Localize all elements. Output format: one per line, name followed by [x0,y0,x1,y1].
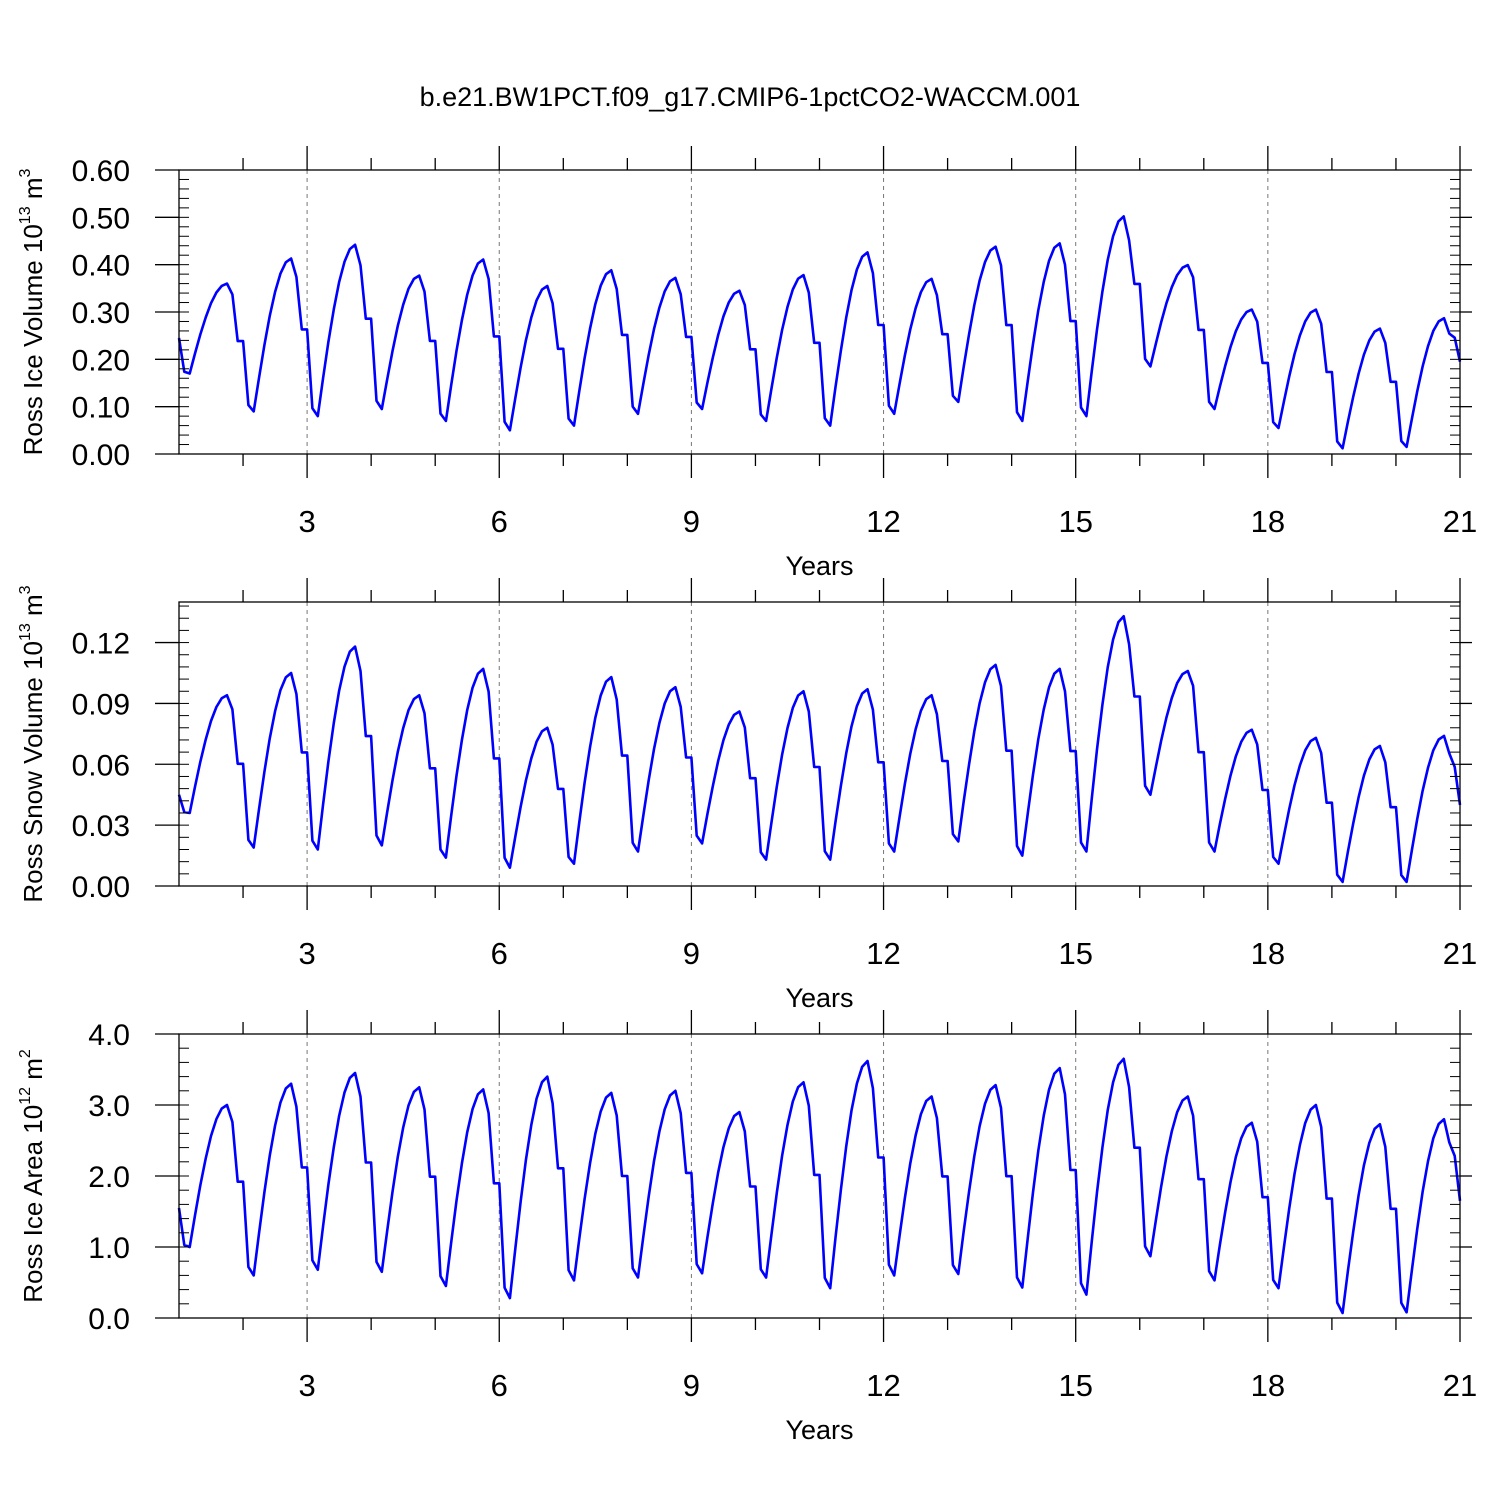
y-axis-label: Ross Snow Volume 1013 m3 [17,585,48,902]
series-line [177,1057,1462,1315]
x-axis-label: Years [785,551,853,581]
chart-panel-2: 0.00 0.03 0.06 0.09 0.12 3 6 9 12 15 18 21 Years Ross… [17,578,1477,1013]
x-tick-label: 9 [683,936,700,971]
y-tick-label: 4.0 [88,1019,130,1052]
y-tick-label: 0.09 [72,688,130,721]
y-tick-label: 0.20 [72,344,130,377]
y-tick-label: 3.0 [88,1090,130,1123]
x-tick-label: 6 [491,504,508,539]
x-tick-label: 18 [1251,1368,1285,1403]
x-tick-label: 15 [1058,504,1092,539]
y-tick-label: 0.60 [72,155,130,188]
y-tick-label: 0.12 [72,628,130,661]
y-tick-label: 0.0 [88,1303,130,1336]
x-axis-label: Years [785,983,853,1013]
y-tick-label: 0.06 [72,749,130,782]
y-tick-label: 0.03 [72,810,130,843]
x-tick-label: 12 [866,504,900,539]
x-tick-label: 9 [683,1368,700,1403]
panels-group: 0.00 0.10 0.20 0.30 0.40 0.50 0.60 3 6 9 12 15 18 21 Y… [17,146,1477,1445]
series-line [177,614,1462,884]
y-tick-label: 0.00 [72,871,130,904]
x-tick-label: 15 [1058,1368,1092,1403]
y-axis-label: Ross Ice Volume 1013 m3 [17,168,48,455]
y-tick-label: 0.00 [72,439,130,472]
x-tick-label: 21 [1443,1368,1477,1403]
x-axis-label: Years [785,1415,853,1445]
y-tick-label: 1.0 [88,1232,130,1265]
x-tick-label: 3 [298,1368,315,1403]
x-tick-label: 9 [683,504,700,539]
x-tick-label: 12 [866,936,900,971]
y-tick-label: 0.40 [72,250,130,283]
x-tick-label: 3 [298,936,315,971]
chart-panel-3: 0.0 1.0 2.0 3.0 4.0 3 6 9 12 15 18 21 Years Ross Ice … [17,1010,1477,1445]
x-tick-label: 18 [1251,936,1285,971]
y-tick-label: 0.50 [72,202,130,235]
y-axis-label: Ross Ice Area 1012 m2 [17,1049,48,1303]
x-tick-label: 21 [1443,504,1477,539]
x-tick-label: 15 [1058,936,1092,971]
x-tick-label: 6 [491,936,508,971]
chart-panel-1: 0.00 0.10 0.20 0.30 0.40 0.50 0.60 3 6 9 12 15 18 21 Y… [17,146,1477,581]
x-tick-label: 6 [491,1368,508,1403]
x-tick-label: 21 [1443,936,1477,971]
y-tick-label: 0.10 [72,392,130,425]
x-tick-label: 3 [298,504,315,539]
y-tick-label: 2.0 [88,1161,130,1194]
x-tick-label: 18 [1251,504,1285,539]
x-tick-label: 12 [866,1368,900,1403]
series-line [177,215,1462,450]
chart-title: b.e21.BW1PCT.f09_g17.CMIP6-1pctCO2-WACCM… [420,82,1081,112]
y-tick-label: 0.30 [72,297,130,330]
